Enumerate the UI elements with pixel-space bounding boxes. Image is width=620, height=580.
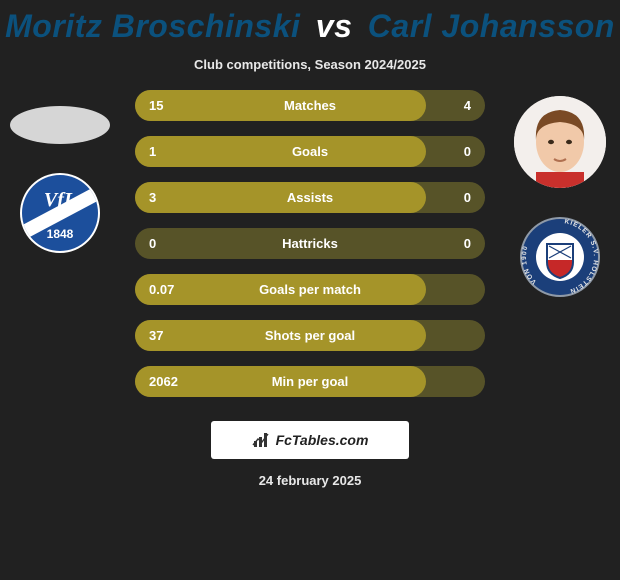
stat-label: Hattricks — [135, 228, 485, 259]
svg-text:VfL: VfL — [44, 189, 76, 211]
footer-brand-text: FcTables.com — [276, 432, 369, 448]
stat-row: 10Goals — [135, 136, 485, 167]
stat-label: Min per goal — [135, 366, 485, 397]
comparison-body: VfL 1848 — [0, 90, 620, 397]
player2-avatar — [514, 96, 606, 188]
stat-row: 30Assists — [135, 182, 485, 213]
stat-row: 0.07Goals per match — [135, 274, 485, 305]
player2-name: Carl Johansson — [368, 8, 615, 44]
comparison-title: Moritz Broschinski vs Carl Johansson — [0, 0, 620, 45]
subtitle: Club competitions, Season 2024/2025 — [0, 57, 620, 72]
player1-column: VfL 1848 — [5, 96, 115, 254]
player2-face-icon — [514, 96, 606, 188]
footer-date: 24 february 2025 — [0, 473, 620, 488]
stat-label: Goals per match — [135, 274, 485, 305]
stat-label: Goals — [135, 136, 485, 167]
stat-label: Matches — [135, 90, 485, 121]
chart-icon — [252, 431, 270, 449]
player2-column: KIELER S.V. HOLSTEIN VON 1900 — [505, 96, 615, 298]
svg-text:1848: 1848 — [47, 227, 74, 241]
player1-avatar — [10, 106, 110, 144]
stat-row: 00Hattricks — [135, 228, 485, 259]
stat-label: Shots per goal — [135, 320, 485, 351]
stat-row: 154Matches — [135, 90, 485, 121]
stat-row: 37Shots per goal — [135, 320, 485, 351]
vs-label: vs — [316, 8, 353, 44]
stat-label: Assists — [135, 182, 485, 213]
kiel-crest-icon: KIELER S.V. HOLSTEIN VON 1900 — [519, 216, 601, 298]
player2-club-crest: KIELER S.V. HOLSTEIN VON 1900 — [519, 216, 601, 298]
footer-brand-badge: FcTables.com — [211, 421, 409, 459]
stat-row: 2062Min per goal — [135, 366, 485, 397]
player1-name: Moritz Broschinski — [5, 8, 300, 44]
stat-bars: 154Matches 10Goals 30Assists 00Hattricks 0.0… — [135, 90, 485, 397]
player1-club-crest: VfL 1848 — [19, 172, 101, 254]
bochum-crest-icon: VfL 1848 — [19, 172, 101, 254]
